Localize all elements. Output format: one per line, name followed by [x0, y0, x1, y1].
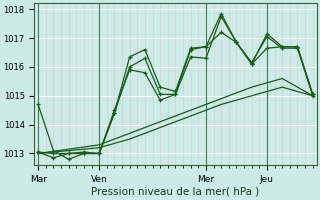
- X-axis label: Pression niveau de la mer( hPa ): Pression niveau de la mer( hPa ): [91, 187, 260, 197]
